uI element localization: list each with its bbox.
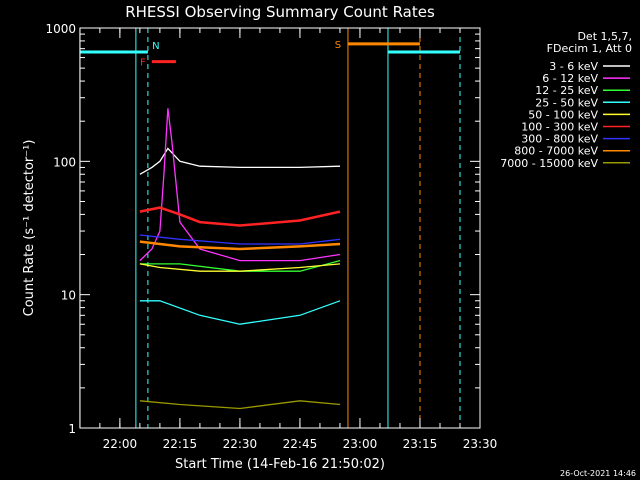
series-line-8 xyxy=(139,400,341,410)
legend-label-7: 800 - 7000 keV xyxy=(514,145,598,158)
legend-label-6: 300 - 800 keV xyxy=(521,133,598,146)
x-tick-label-1: 22:15 xyxy=(163,437,198,451)
legend-label-3: 25 - 50 keV xyxy=(535,96,598,109)
legend-header-line-2: FDecim 1, Att 0 xyxy=(547,42,632,55)
series-line-6 xyxy=(139,234,341,245)
flare-flag-label: F xyxy=(140,58,146,69)
series-line-5 xyxy=(139,206,341,227)
legend-label-5: 100 - 300 keV xyxy=(521,121,598,134)
x-tick-label-6: 23:30 xyxy=(463,437,498,451)
night-flag-label: N xyxy=(152,41,159,52)
x-tick-label-3: 22:45 xyxy=(283,437,318,451)
legend-label-2: 12 - 25 keV xyxy=(535,84,598,97)
series-line-0 xyxy=(139,147,341,175)
series-line-4 xyxy=(139,263,341,272)
saa-flag-label: S xyxy=(335,40,341,51)
y-tick-label-3: 1000 xyxy=(45,22,76,36)
series-line-2 xyxy=(139,259,341,272)
legend-label-8: 7000 - 15000 keV xyxy=(500,157,598,170)
y-axis-label: Count Rate (s⁻¹ detector⁻¹) xyxy=(22,140,37,317)
y-tick-label-0: 1 xyxy=(68,422,76,436)
y-tick-label-1: 10 xyxy=(61,289,76,303)
x-tick-label-2: 22:30 xyxy=(223,437,258,451)
x-tick-label-4: 23:00 xyxy=(343,437,378,451)
series-line-7 xyxy=(139,240,341,251)
legend-label-4: 50 - 100 keV xyxy=(528,108,598,121)
legend-label-0: 3 - 6 keV xyxy=(549,60,598,73)
x-axis-label: Start Time (14-Feb-16 21:50:02) xyxy=(175,457,385,472)
legend-label-1: 6 - 12 keV xyxy=(542,72,598,85)
chart-title: RHESSI Observing Summary Count Rates xyxy=(125,3,435,21)
x-tick-label-0: 22:00 xyxy=(103,437,138,451)
legend-header-line-1: Det 1,5,7, xyxy=(577,30,632,43)
x-tick-label-5: 23:15 xyxy=(403,437,438,451)
series-line-3 xyxy=(139,300,341,325)
footer-date: 26-Oct-2021 14:46 xyxy=(560,469,636,478)
y-tick-label-2: 100 xyxy=(53,155,76,169)
